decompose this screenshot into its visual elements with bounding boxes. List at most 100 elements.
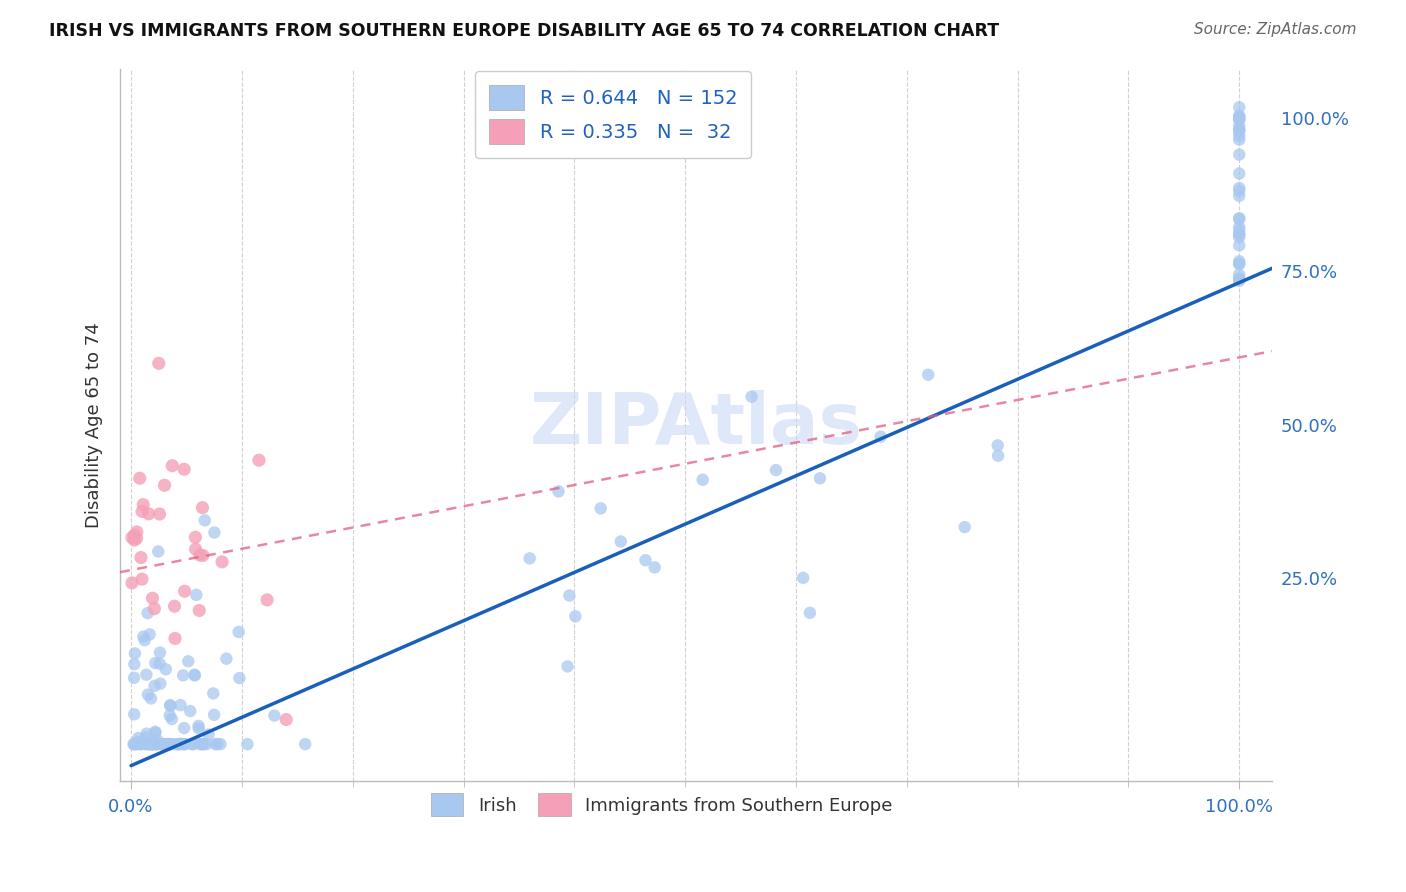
Point xyxy=(1227,268,1250,282)
Point xyxy=(127,735,149,749)
Point xyxy=(1227,271,1250,285)
Point xyxy=(1227,227,1250,241)
Point xyxy=(765,463,787,477)
Point xyxy=(143,601,166,615)
Point xyxy=(263,708,285,723)
Point xyxy=(160,712,183,726)
Point xyxy=(143,737,166,751)
Point xyxy=(152,737,174,751)
Point xyxy=(209,737,232,751)
Point xyxy=(163,632,186,646)
Point xyxy=(141,737,163,751)
Point xyxy=(644,560,666,574)
Point xyxy=(179,704,201,718)
Point xyxy=(187,722,209,736)
Point xyxy=(792,571,814,585)
Point xyxy=(799,606,821,620)
Point xyxy=(138,627,160,641)
Point xyxy=(167,737,190,751)
Point xyxy=(173,737,195,751)
Text: ZIPAtlas: ZIPAtlas xyxy=(530,391,862,459)
Point xyxy=(124,657,146,672)
Point xyxy=(134,633,156,648)
Point xyxy=(1227,223,1250,237)
Point xyxy=(186,588,208,602)
Point xyxy=(1227,123,1250,137)
Point xyxy=(162,458,184,473)
Point xyxy=(195,737,218,751)
Point xyxy=(1227,274,1250,288)
Point xyxy=(194,513,217,527)
Point xyxy=(547,484,569,499)
Point xyxy=(146,737,169,751)
Point xyxy=(211,555,233,569)
Point xyxy=(1227,119,1250,133)
Point xyxy=(1227,181,1250,195)
Point xyxy=(129,550,152,565)
Point xyxy=(122,707,145,722)
Point xyxy=(1227,238,1250,252)
Legend: Irish, Immigrants from Southern Europe: Irish, Immigrants from Southern Europe xyxy=(422,784,901,825)
Point xyxy=(1227,254,1250,268)
Point xyxy=(156,737,179,751)
Point xyxy=(183,737,205,751)
Point xyxy=(564,609,586,624)
Point xyxy=(145,725,167,739)
Point xyxy=(953,520,976,534)
Point xyxy=(1227,272,1250,286)
Point xyxy=(634,553,657,567)
Point xyxy=(124,528,146,542)
Point xyxy=(191,549,214,563)
Point xyxy=(173,737,195,751)
Point xyxy=(180,737,202,751)
Point xyxy=(173,462,195,476)
Point xyxy=(121,575,143,590)
Point xyxy=(159,698,181,713)
Point xyxy=(1227,122,1250,136)
Point xyxy=(131,504,153,518)
Point xyxy=(148,356,170,370)
Point xyxy=(159,708,181,723)
Point xyxy=(122,737,145,751)
Point xyxy=(987,449,1010,463)
Point xyxy=(121,531,143,545)
Point xyxy=(1227,124,1250,138)
Point xyxy=(146,733,169,747)
Point xyxy=(150,737,173,751)
Point xyxy=(132,498,155,512)
Point xyxy=(143,679,166,693)
Point xyxy=(125,532,148,546)
Point xyxy=(204,737,226,751)
Point xyxy=(557,659,579,673)
Point xyxy=(1227,212,1250,227)
Point xyxy=(1227,167,1250,181)
Point xyxy=(145,737,167,751)
Point xyxy=(159,737,181,751)
Point xyxy=(1227,230,1250,244)
Point xyxy=(197,727,219,741)
Point xyxy=(160,737,183,751)
Point xyxy=(202,707,225,722)
Point xyxy=(156,737,179,751)
Point xyxy=(149,657,172,671)
Point xyxy=(159,698,181,713)
Point xyxy=(1227,227,1250,242)
Point xyxy=(143,724,166,739)
Point xyxy=(169,737,191,751)
Point xyxy=(917,368,939,382)
Point xyxy=(141,737,163,751)
Point xyxy=(122,737,145,751)
Point xyxy=(127,731,149,745)
Point xyxy=(1227,112,1250,127)
Point xyxy=(1227,110,1250,124)
Point xyxy=(247,453,270,467)
Point xyxy=(173,721,195,735)
Point xyxy=(1227,128,1250,143)
Point xyxy=(155,662,177,676)
Point xyxy=(139,691,162,706)
Point xyxy=(1227,189,1250,203)
Point xyxy=(228,624,250,639)
Point xyxy=(741,390,763,404)
Point xyxy=(869,430,891,444)
Point xyxy=(1227,256,1250,270)
